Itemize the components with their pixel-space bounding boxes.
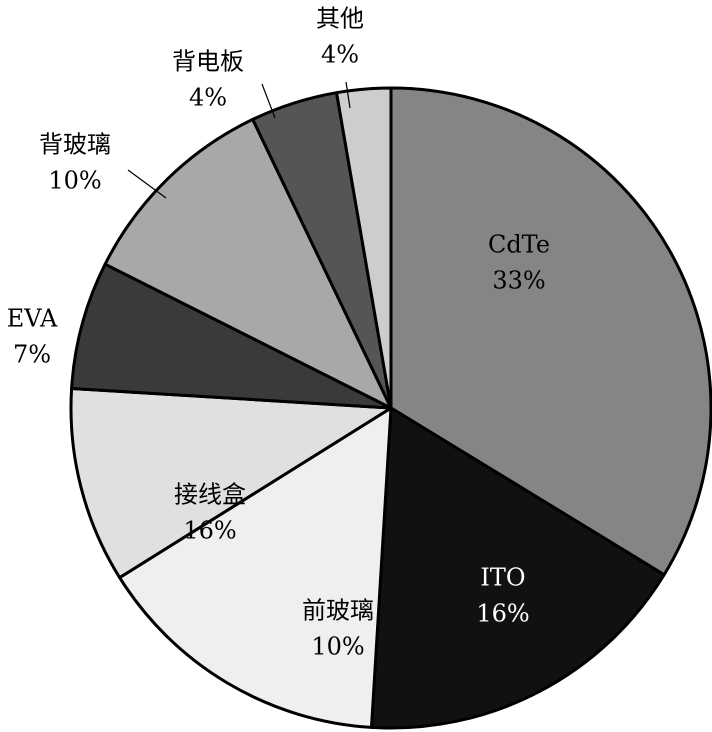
slice-value-other: 4% <box>321 41 359 69</box>
slice-other <box>335 86 393 410</box>
slice-label-eva: EVA <box>7 305 58 333</box>
slice-value-ito: 16% <box>476 600 529 628</box>
leader-line-other <box>345 81 351 109</box>
leader-line-back-glass <box>127 169 167 199</box>
slice-label-back-glass: 背玻璃 <box>39 131 111 159</box>
slice-back-glass <box>103 117 393 410</box>
slice-value-junction-box: 16% <box>183 517 236 545</box>
leader-line-backsheet <box>261 83 276 119</box>
slice-value-back-glass: 10% <box>48 167 101 195</box>
slice-label-cdte: CdTe <box>488 231 550 259</box>
slice-cdte <box>389 86 712 577</box>
slice-value-cdte: 33% <box>492 267 545 295</box>
slice-ito <box>369 406 666 730</box>
slice-value-front-glass: 10% <box>311 633 364 661</box>
slice-label-other: 其他 <box>316 5 364 33</box>
slice-eva <box>70 262 393 410</box>
slice-front-glass <box>118 406 393 729</box>
slice-value-backsheet: 4% <box>189 84 227 112</box>
slice-junction-box <box>69 386 393 580</box>
slice-label-ito: ITO <box>480 564 525 592</box>
slice-label-front-glass: 前玻璃 <box>302 597 374 625</box>
slice-value-eva: 7% <box>13 341 51 369</box>
slice-label-backsheet: 背电板 <box>172 48 244 76</box>
slice-label-junction-box: 接线盒 <box>174 481 246 509</box>
